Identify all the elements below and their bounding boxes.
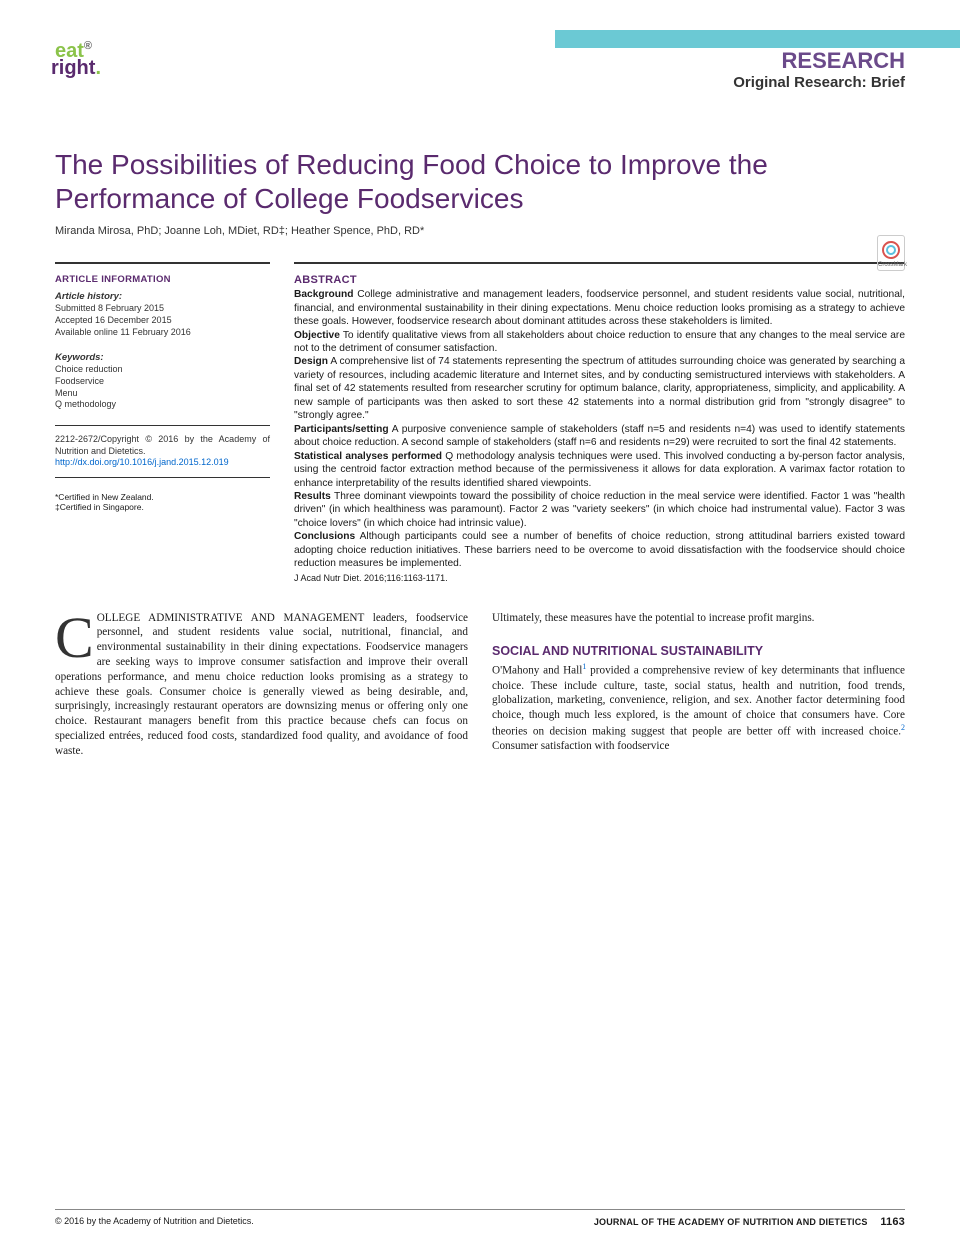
header-category-block: RESEARCH Original Research: Brief — [733, 48, 905, 91]
history-dates: Submitted 8 February 2015 Accepted 16 De… — [55, 303, 270, 338]
body-col2-p1a: O'Mahony and Hall — [492, 665, 582, 677]
footer-journal-title: JOURNAL OF THE ACADEMY OF NUTRITION AND … — [594, 1216, 905, 1228]
body-text-columns: COLLEGE ADMINISTRATIVE AND MANAGEMENT le… — [55, 611, 905, 759]
abstract-heading: ABSTRACT — [294, 274, 905, 286]
abstract-text-background: College administrative and management le… — [294, 289, 905, 327]
cert-note-nz: *Certified in New Zealand. — [55, 492, 270, 502]
subcategory-label: Original Research: Brief — [733, 74, 905, 91]
body-col2-intro: Ultimately, these measures have the pote… — [492, 612, 814, 624]
article-info-heading: ARTICLE INFORMATION — [55, 274, 270, 285]
body-column-right: Ultimately, these measures have the pote… — [492, 611, 905, 759]
footer-copyright: © 2016 by the Academy of Nutrition and D… — [55, 1216, 254, 1228]
body-col1-text: OLLEGE ADMINISTRATIVE AND MANAGEMENT lea… — [55, 612, 468, 757]
abstract-text-objective: To identify qualitative views from all s… — [294, 330, 905, 354]
abstract-label-design: Design — [294, 356, 328, 367]
abstract-label-conclusions: Conclusions — [294, 531, 355, 542]
abstract-label-participants: Participants/setting — [294, 424, 389, 435]
section-heading-social: SOCIAL AND NUTRITIONAL SUSTAINABILITY — [492, 643, 905, 660]
header-accent-bar — [555, 30, 960, 48]
abstract-label-background: Background — [294, 289, 353, 300]
abstract-column: ABSTRACT Background College administrati… — [294, 262, 905, 583]
copyright-text: 2212-2672/Copyright © 2016 by the Academ… — [55, 434, 270, 457]
title-block: The Possibilities of Reducing Food Choic… — [55, 148, 905, 237]
page-number: 1163 — [880, 1216, 905, 1228]
article-info-sidebar: ARTICLE INFORMATION Article history: Sub… — [55, 262, 270, 583]
page-footer: © 2016 by the Academy of Nutrition and D… — [55, 1209, 905, 1228]
brand-logo: eat® right. — [55, 40, 135, 80]
abstract-body: Background College administrative and ma… — [294, 288, 905, 571]
doi-link[interactable]: http://dx.doi.org/10.1016/j.jand.2015.12… — [55, 457, 270, 469]
history-label: Article history: — [55, 291, 270, 302]
article-title: The Possibilities of Reducing Food Choic… — [55, 148, 905, 215]
body-column-left: COLLEGE ADMINISTRATIVE AND MANAGEMENT le… — [55, 611, 468, 759]
ref-sup-2[interactable]: 2 — [901, 723, 905, 732]
author-list: Miranda Mirosa, PhD; Joanne Loh, MDiet, … — [55, 225, 905, 237]
dropcap-letter: C — [55, 611, 97, 661]
cert-note-sg: ‡Certified in Singapore. — [55, 502, 270, 512]
abstract-citation: J Acad Nutr Diet. 2016;116:1163-1171. — [294, 573, 905, 583]
abstract-label-objective: Objective — [294, 330, 340, 341]
abstract-text-design: A comprehensive list of 74 statements re… — [294, 356, 905, 421]
keywords-label: Keywords: — [55, 352, 270, 363]
body-col2-p1c: Consumer satisfaction with foodservice — [492, 740, 669, 752]
abstract-label-results: Results — [294, 491, 331, 502]
keywords-list: Choice reduction Foodservice Menu Q meth… — [55, 364, 270, 411]
abstract-label-stats: Statistical analyses performed — [294, 451, 442, 462]
abstract-text-conclusions: Although participants could see a number… — [294, 531, 905, 569]
logo-word-right: right. — [51, 57, 135, 80]
abstract-text-results: Three dominant viewpoints toward the pos… — [294, 491, 905, 529]
crossmark-icon — [881, 240, 901, 260]
crossmark-badge[interactable]: CrossMark — [877, 235, 905, 271]
category-label: RESEARCH — [733, 48, 905, 74]
